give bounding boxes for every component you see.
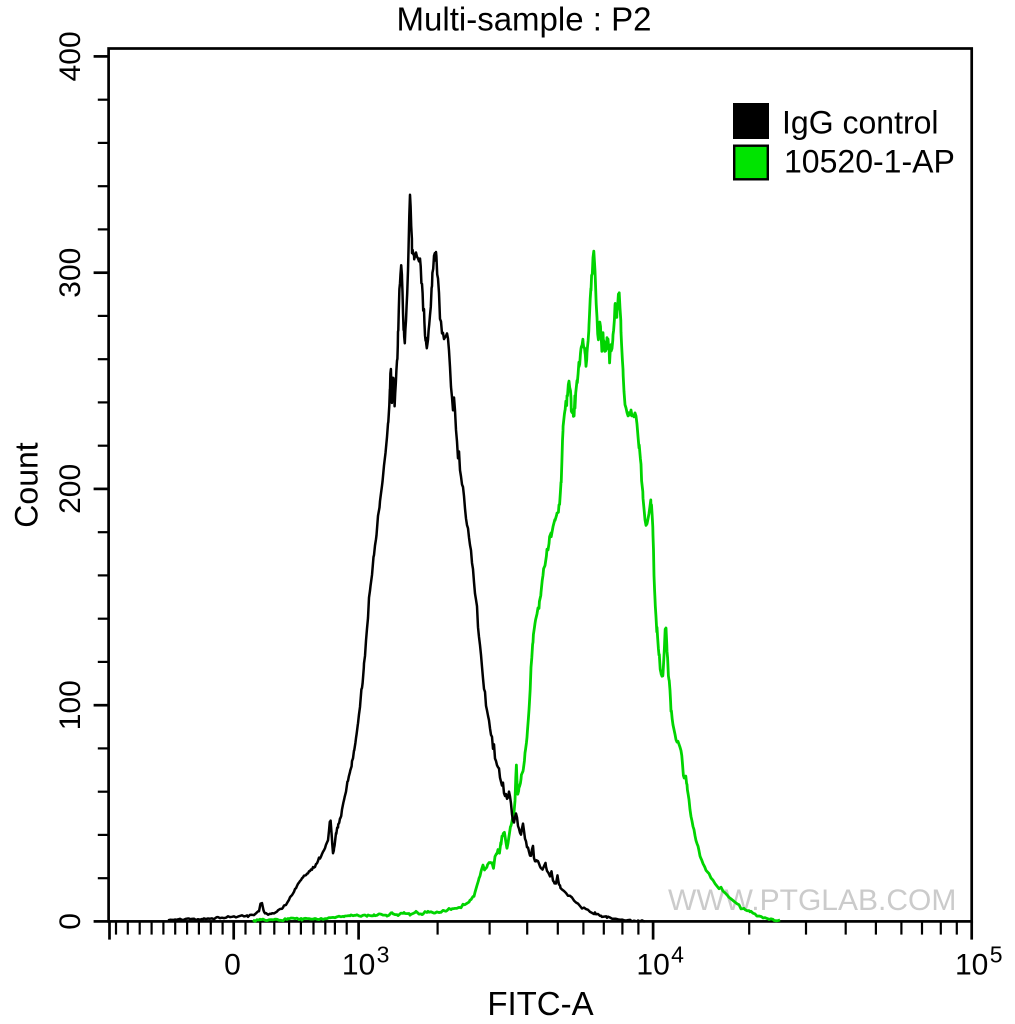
svg-text:100: 100 [54,680,87,730]
svg-text:Count: Count [9,442,45,528]
svg-text:IgG control: IgG control [782,105,939,141]
svg-text:3: 3 [377,942,390,968]
svg-text:5: 5 [990,942,1003,968]
svg-text:10: 10 [636,949,669,982]
svg-text:10: 10 [955,949,988,982]
svg-text:0: 0 [54,913,87,930]
svg-text:Multi-sample : P2: Multi-sample : P2 [397,1,652,38]
svg-text:200: 200 [54,464,87,514]
svg-text:400: 400 [54,31,87,81]
svg-text:0: 0 [224,949,241,982]
svg-text:10: 10 [342,949,375,982]
svg-text:4: 4 [671,942,684,968]
svg-text:WWW.PTGLAB.COM: WWW.PTGLAB.COM [668,884,956,917]
svg-text:10520-1-AP: 10520-1-AP [784,144,955,180]
svg-text:300: 300 [54,248,87,298]
svg-text:FITC-A: FITC-A [487,985,593,1022]
